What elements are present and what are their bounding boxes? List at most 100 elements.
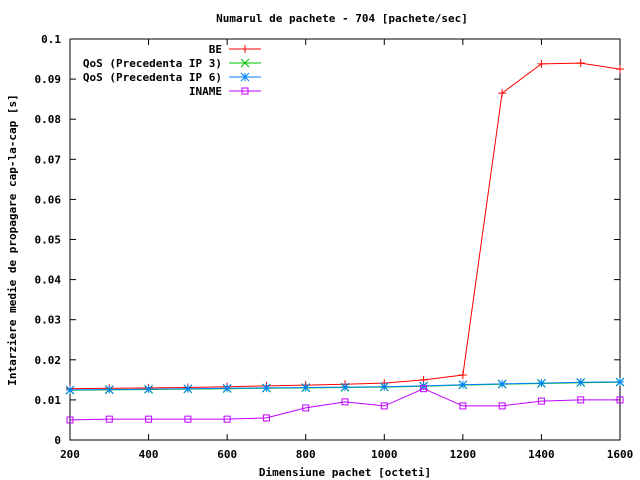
data-point: [497, 379, 507, 389]
marker-stroke: [498, 402, 506, 410]
data-point: [240, 58, 250, 68]
x-tick-label: 1400: [528, 448, 555, 461]
marker-stroke: [458, 380, 468, 390]
y-tick-label: 0.04: [35, 274, 62, 287]
data-point: [458, 380, 468, 390]
data-point: [380, 402, 388, 410]
data-point: [65, 385, 75, 395]
marker-stroke: [241, 87, 249, 95]
data-point: [616, 396, 624, 404]
legend-label: QoS (Precedenta IP 3): [83, 57, 222, 70]
data-point: [241, 45, 249, 53]
x-tick-label: 1000: [371, 448, 398, 461]
y-axis: 0 0.01 0.02 0.03 0.04 0.05 0.06 0.07 0.08 0.09 0.1: [35, 33, 620, 447]
data-point: [459, 402, 467, 410]
marker-stroke: [340, 382, 350, 392]
data-point: [458, 371, 467, 380]
data-point: [184, 415, 192, 423]
marker-stroke: [262, 414, 270, 422]
data-point: [105, 415, 113, 423]
x-tick-label: 600: [217, 448, 237, 461]
y-tick-label: 0.07: [35, 153, 62, 166]
series-line: [69, 62, 621, 390]
marker-stroke: [104, 385, 114, 394]
legend-label: INAME: [189, 85, 222, 98]
marker-stroke: [262, 383, 271, 393]
data-point: [616, 65, 624, 74]
marker-stroke: [240, 58, 250, 68]
marker-stroke: [420, 385, 428, 393]
marker-stroke: [341, 398, 349, 406]
marker-stroke: [222, 383, 232, 393]
data-point: [223, 415, 231, 423]
chart-title: Numarul de pachete - 704 [pachete/sec]: [216, 12, 468, 25]
marker-stroke: [301, 383, 311, 392]
x-tick-label: 800: [296, 448, 316, 461]
series-2: [65, 377, 625, 395]
series-0: [66, 59, 624, 393]
marker-stroke: [537, 378, 546, 388]
x-axis-label: Dimensiune pachet [octeti]: [259, 466, 431, 479]
marker-stroke: [577, 396, 585, 404]
data-point: [144, 384, 153, 394]
marker-stroke: [497, 379, 507, 389]
y-tick-label: 0.08: [35, 113, 62, 126]
series-line: [69, 388, 620, 421]
marker-stroke: [537, 397, 545, 405]
y-tick-label: 0.02: [35, 354, 62, 367]
marker-stroke: [183, 384, 193, 394]
marker-stroke: [379, 382, 389, 392]
legend-label: BE: [209, 43, 222, 56]
y-axis-label: Intarziere medie de propagare cap-la-cap…: [6, 94, 19, 385]
marker-stroke: [145, 415, 153, 423]
x-tick-label: 1600: [607, 448, 634, 461]
marker-stroke: [459, 402, 467, 410]
legend-item: QoS (Precedenta IP 6): [83, 71, 261, 84]
data-point: [262, 414, 270, 422]
y-tick-label: 0.03: [35, 314, 62, 327]
data-point: [420, 385, 428, 393]
legend-item: INAME: [189, 85, 261, 98]
marker-stroke: [616, 396, 624, 404]
data-point: [240, 72, 250, 82]
data-point: [537, 378, 546, 388]
data-point: [262, 383, 271, 393]
marker-stroke: [240, 72, 250, 82]
data-point: [241, 87, 249, 95]
y-tick-label: 0.1: [41, 33, 61, 46]
data-point: [104, 385, 114, 394]
data-point: [379, 382, 389, 392]
marker-stroke: [615, 377, 625, 387]
y-tick-label: 0.06: [35, 193, 62, 206]
data-point: [302, 404, 310, 412]
data-point: [537, 397, 545, 405]
data-point: [145, 415, 153, 423]
x-axis: 200 400 600 800 1000 1200 1400 1600: [60, 39, 633, 461]
data-point: [183, 384, 193, 394]
marker-stroke: [105, 415, 113, 423]
marker-stroke: [576, 377, 586, 387]
data-point: [498, 89, 507, 98]
marker-stroke: [302, 404, 310, 412]
marker-stroke: [144, 384, 153, 394]
y-tick-label: 0.05: [35, 234, 62, 247]
marker-stroke: [380, 402, 388, 410]
y-tick-label: 0: [54, 434, 61, 447]
x-tick-label: 200: [60, 448, 80, 461]
y-tick-label: 0.01: [35, 394, 62, 407]
data-point: [576, 59, 585, 68]
marker-stroke: [223, 415, 231, 423]
data-point: [577, 396, 585, 404]
data-point: [498, 402, 506, 410]
marker-stroke: [66, 416, 74, 424]
data-point: [301, 383, 311, 392]
data-point: [222, 383, 232, 393]
series-3: [66, 385, 624, 424]
legend-item: BE: [209, 43, 261, 56]
x-tick-label: 400: [139, 448, 159, 461]
marker-stroke: [65, 385, 75, 395]
marker-stroke: [184, 415, 192, 423]
data-point: [576, 377, 586, 387]
